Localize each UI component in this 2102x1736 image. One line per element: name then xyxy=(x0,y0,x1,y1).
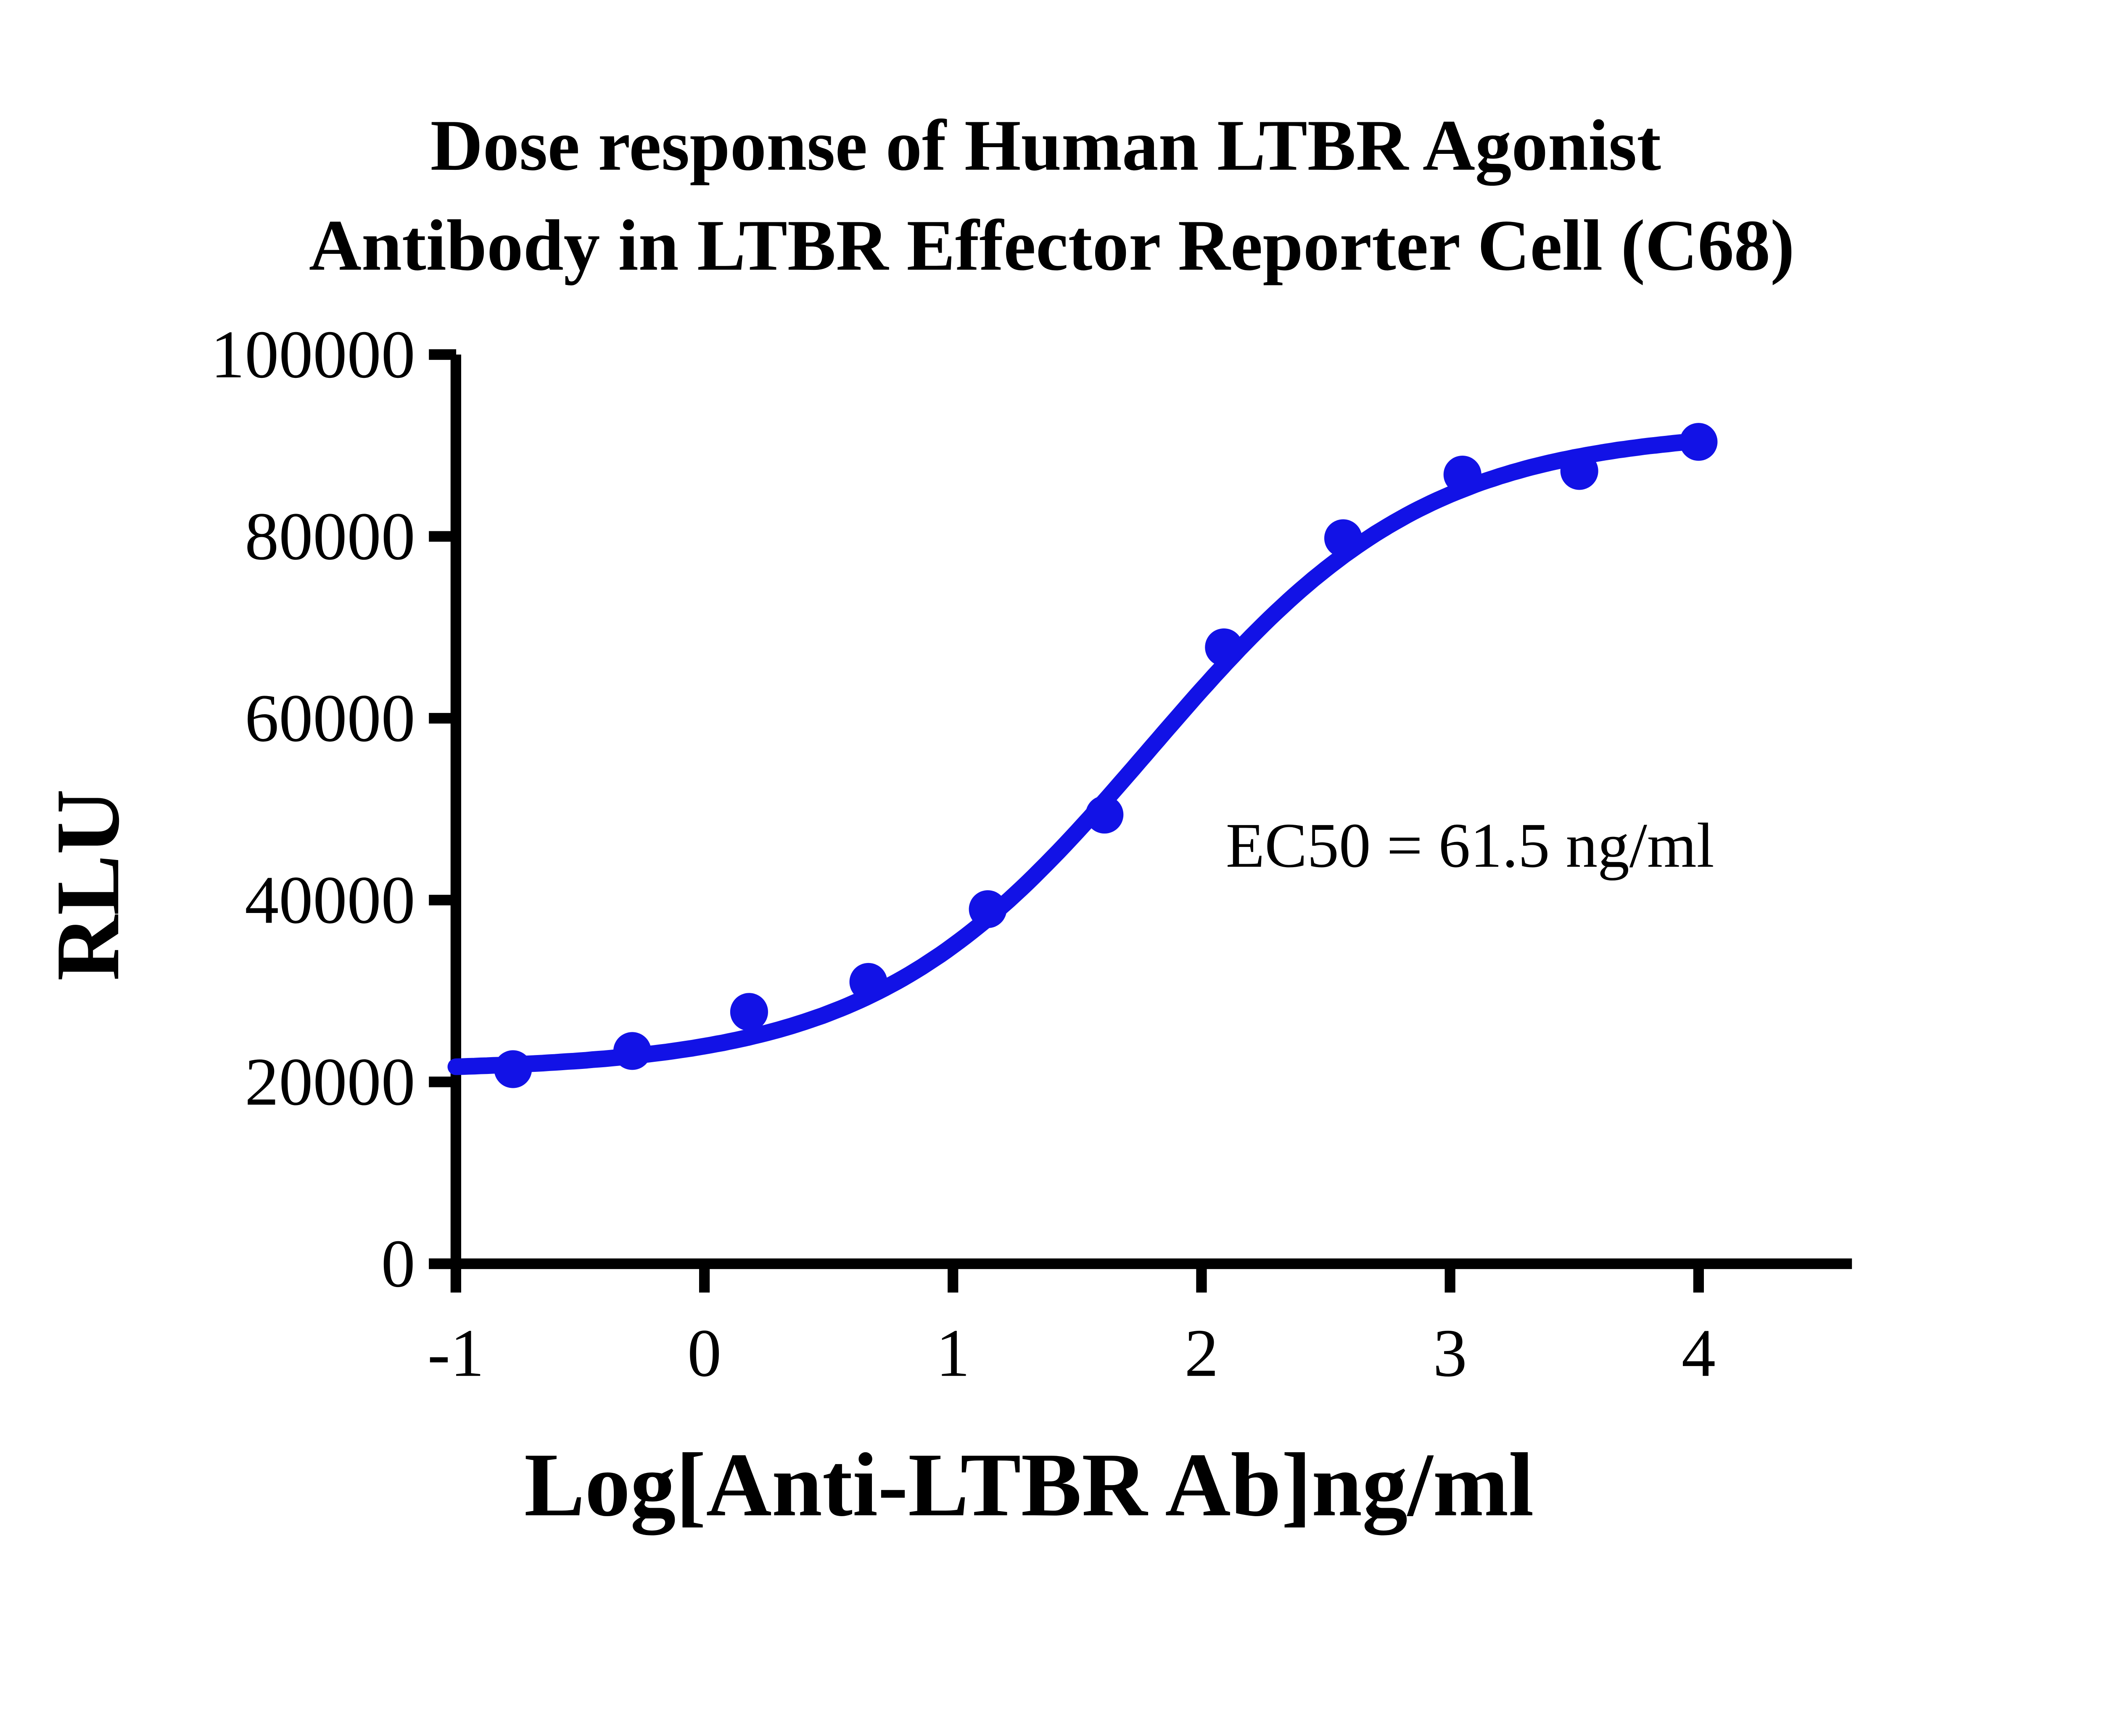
y-tick-label: 100000 xyxy=(211,317,415,393)
y-tick-label: 0 xyxy=(381,1226,415,1302)
data-point xyxy=(1205,628,1243,667)
dose-response-curve xyxy=(447,432,1713,1075)
data-point xyxy=(613,1032,652,1070)
data-point xyxy=(1679,423,1718,461)
data-point xyxy=(494,1050,532,1088)
ec50-annotation: EC50 = 61.5 ng/ml xyxy=(1226,810,1714,881)
data-point xyxy=(969,890,1007,928)
chart-container: Dose response of Human LTBR Agonist Anti… xyxy=(37,105,1852,1535)
y-axis-ticks xyxy=(429,349,457,1269)
x-tick-label: -1 xyxy=(428,1315,484,1391)
y-axis-tick-labels: 0 20000 40000 60000 80000 100000 xyxy=(211,317,415,1302)
x-tick-label: 0 xyxy=(687,1315,721,1391)
data-point xyxy=(730,993,768,1031)
data-point xyxy=(1443,455,1481,494)
x-tick-label: 4 xyxy=(1682,1315,1716,1391)
data-point xyxy=(1085,795,1124,834)
x-tick-label: 3 xyxy=(1433,1315,1467,1391)
y-axis-title: RLU xyxy=(37,789,138,981)
data-point xyxy=(1324,519,1363,557)
y-tick-label: 80000 xyxy=(245,499,415,574)
x-tick-label: 2 xyxy=(1184,1315,1218,1391)
x-axis-title: Log[Anti-LTBR Ab]ng/ml xyxy=(524,1434,1534,1535)
y-tick-label: 60000 xyxy=(245,681,415,756)
data-points xyxy=(494,423,1718,1088)
dose-response-chart: Dose response of Human LTBR Agonist Anti… xyxy=(37,106,1852,1535)
y-tick-label: 40000 xyxy=(245,862,415,938)
chart-title-line1: Dose response of Human LTBR Agonist xyxy=(430,106,1661,186)
data-point xyxy=(849,963,887,1001)
x-tick-label: 1 xyxy=(936,1315,970,1391)
data-point xyxy=(1560,452,1598,490)
chart-title-line2: Antibody in LTBR Effector Reporter Cell … xyxy=(309,206,1795,286)
y-tick-label: 20000 xyxy=(245,1044,415,1120)
x-axis-tick-labels: -1 0 1 2 3 4 xyxy=(428,1315,1716,1391)
